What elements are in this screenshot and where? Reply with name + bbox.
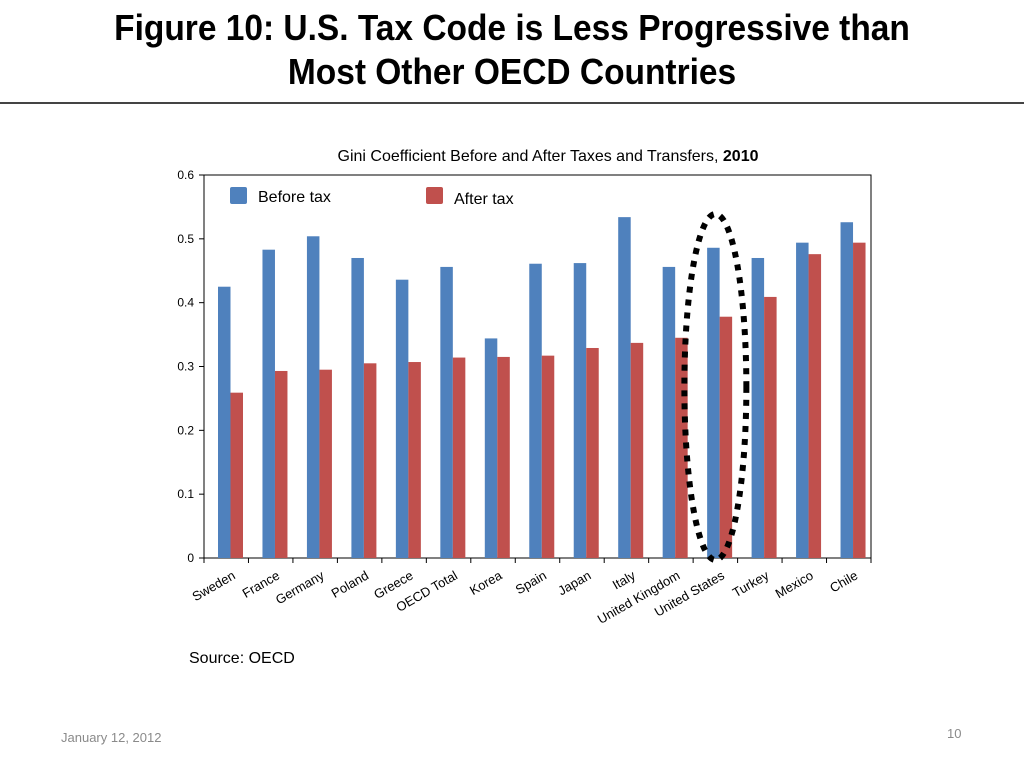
y-tick-label: 0.6 bbox=[177, 168, 194, 182]
y-tick-label: 0.4 bbox=[177, 296, 194, 310]
y-tick-label: 0.1 bbox=[177, 487, 194, 501]
bar-after-tax bbox=[408, 362, 421, 558]
slide-title-line-1: Figure 10: U.S. Tax Code is Less Progres… bbox=[114, 7, 910, 48]
bar-after-tax bbox=[230, 392, 243, 558]
highlight-ellipse-united-states bbox=[681, 211, 750, 563]
bar-after-tax bbox=[630, 342, 644, 558]
slide-title: Figure 10: U.S. Tax Code is Less Progres… bbox=[36, 6, 988, 94]
x-tick-label: Turkey bbox=[730, 567, 772, 600]
bar-after-tax bbox=[719, 316, 733, 558]
x-tick-label: Poland bbox=[329, 568, 372, 601]
bar-after-tax bbox=[853, 242, 866, 558]
x-tick-label: Chile bbox=[827, 568, 860, 596]
bar-after-tax bbox=[452, 357, 466, 558]
legend: Before tax After tax bbox=[230, 187, 514, 208]
y-tick-label: 0 bbox=[187, 551, 194, 565]
x-tick-label: Italy bbox=[610, 567, 639, 592]
bar-after-tax bbox=[541, 355, 555, 558]
bar-before-tax bbox=[262, 249, 275, 558]
bar-before-tax bbox=[218, 286, 231, 558]
bar-before-tax bbox=[618, 217, 631, 558]
source-note: Source: OECD bbox=[189, 650, 295, 667]
bars bbox=[218, 217, 866, 559]
x-tick-label: Spain bbox=[513, 568, 549, 598]
chart-title-main: Gini Coefficient Before and After Taxes … bbox=[338, 148, 715, 165]
y-tick-label: 0.2 bbox=[177, 423, 194, 437]
bar-before-tax bbox=[306, 236, 320, 558]
bar-after-tax bbox=[274, 370, 288, 558]
chart-title-comma: , bbox=[714, 148, 723, 165]
bar-before-tax bbox=[662, 266, 676, 558]
bar-before-tax bbox=[796, 242, 809, 558]
bar-after-tax bbox=[764, 296, 777, 558]
bar-before-tax bbox=[840, 222, 854, 558]
bar-after-tax bbox=[363, 363, 377, 558]
y-tick-label: 0.3 bbox=[177, 360, 194, 374]
legend-label-after: After tax bbox=[454, 191, 514, 208]
chart-title: Gini Coefficient Before and After Taxes … bbox=[338, 148, 759, 165]
legend-swatch-after bbox=[426, 187, 443, 204]
legend-swatch-before bbox=[230, 187, 247, 204]
bar-before-tax bbox=[573, 263, 587, 558]
bar-before-tax bbox=[351, 257, 364, 558]
y-tick-label: 0.5 bbox=[177, 232, 194, 246]
x-tick-label: Germany bbox=[273, 567, 327, 607]
x-tick-label: Korea bbox=[467, 567, 505, 598]
bar-after-tax bbox=[497, 356, 510, 558]
x-tick-label: Japan bbox=[555, 568, 593, 599]
bar-before-tax bbox=[395, 279, 409, 558]
footer-date: January 12, 2012 bbox=[61, 730, 162, 745]
x-tick-label: Mexico bbox=[773, 568, 816, 602]
bar-before-tax bbox=[440, 266, 453, 558]
page-number: 10 bbox=[947, 726, 962, 741]
legend-label-before: Before tax bbox=[258, 189, 331, 206]
x-tick-label: Sweden bbox=[190, 568, 238, 604]
chart-title-year: 2010 bbox=[723, 148, 759, 165]
bar-after-tax bbox=[586, 347, 599, 558]
bar-before-tax bbox=[751, 257, 765, 558]
bar-before-tax bbox=[707, 247, 720, 558]
bar-after-tax bbox=[319, 369, 332, 558]
bar-before-tax bbox=[484, 338, 498, 558]
bar-after-tax bbox=[808, 254, 822, 559]
slide-title-line-2: Most Other OECD Countries bbox=[287, 51, 737, 92]
title-divider bbox=[0, 102, 1024, 104]
y-axis: 0 0.1 0.2 0.3 0.4 0.5 0.6 bbox=[177, 168, 204, 565]
bar-before-tax bbox=[529, 263, 542, 558]
